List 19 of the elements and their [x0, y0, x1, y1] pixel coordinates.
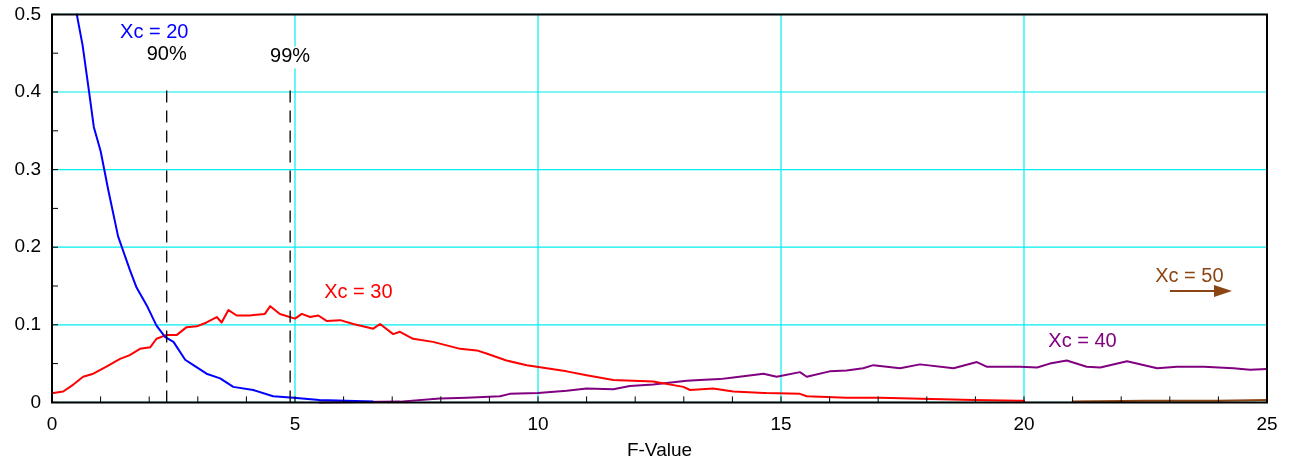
x-tick-label: 25 [1256, 413, 1278, 435]
y-tick-label: 0 [30, 390, 41, 412]
y-tick-label: 0.1 [14, 313, 41, 335]
series-label: Xc = 20 [120, 19, 189, 42]
x-tick-label: 15 [770, 413, 792, 435]
x-tick-label: 10 [527, 413, 549, 435]
series-label: Xc = 30 [324, 279, 393, 302]
x-tick-label: 5 [289, 413, 301, 435]
y-tick-label: 0.4 [14, 80, 42, 102]
series-label: Xc = 40 [1048, 328, 1117, 351]
y-tick-label: 0.3 [14, 157, 41, 179]
x-tick-label: 20 [1013, 413, 1035, 435]
annotation: 99% [270, 43, 311, 66]
y-tick-label: 0.2 [14, 235, 41, 257]
y-tick-label: 0.5 [14, 2, 41, 24]
annotation: 90% [146, 41, 187, 64]
x-tick-label: 0 [46, 413, 58, 435]
x-axis-title: F-Value [626, 438, 693, 460]
text: Xc = 50 [1155, 264, 1224, 287]
